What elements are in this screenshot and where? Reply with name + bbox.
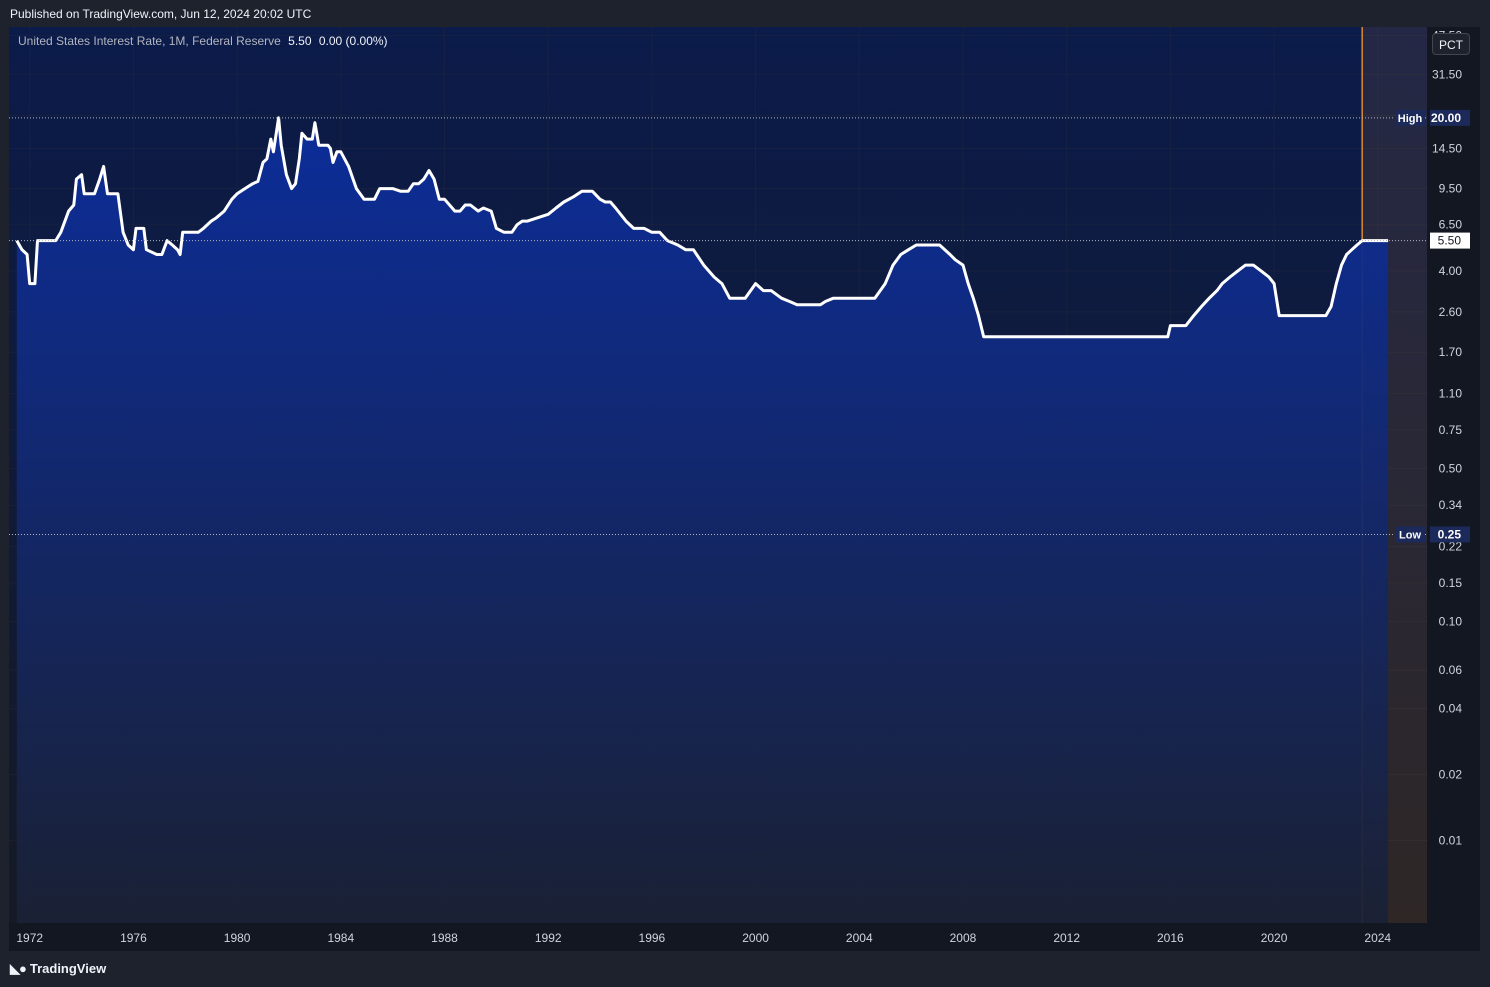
x-tick-label: 2008	[950, 931, 977, 945]
y-tick-label: 0.10	[1439, 615, 1463, 629]
y-tick-label: 0.15	[1439, 576, 1463, 590]
y-tick-label: 0.50	[1439, 462, 1463, 476]
x-tick-label: 2020	[1261, 931, 1288, 945]
level-value: 5.50	[1438, 234, 1462, 248]
footer-brand: ◣● TradingView	[10, 961, 106, 977]
level-label: Low	[1399, 529, 1421, 541]
x-tick-label: 2000	[742, 931, 769, 945]
chart-canvas[interactable]: 1972 1976 1980 1984 1988 1992 1996 2000 2004 2008…	[9, 27, 1480, 951]
level-value: 20.00	[1431, 111, 1461, 125]
y-tick-label: 0.04	[1439, 702, 1463, 716]
level-value-box	[1430, 109, 1470, 126]
y-tick-label: 0.22	[1439, 540, 1463, 554]
x-tick-label: 1984	[327, 931, 354, 945]
x-tick-label: 2004	[846, 931, 873, 945]
level-value-box	[1430, 526, 1470, 543]
x-tick-label: 1992	[535, 931, 562, 945]
y-tick-label: 0.01	[1439, 834, 1463, 848]
x-tick-label: 1996	[639, 931, 666, 945]
x-axis: 1972 1976 1980 1984 1988 1992 1996 2000 2004 2008…	[16, 931, 1391, 945]
y-tick-label: 14.50	[1432, 141, 1462, 155]
footer-brand-label: TradingView	[29, 961, 107, 976]
x-tick-label: 1976	[120, 931, 147, 945]
level-value: 0.25	[1438, 527, 1462, 541]
legend-title: United States Interest Rate, 1M, Federal…	[18, 34, 281, 48]
x-tick-label: 1988	[431, 931, 458, 945]
y-tick-label: 0.34	[1439, 498, 1463, 512]
y-axis: 47.5031.5020.5014.509.506.504.002.601.70…	[1432, 29, 1462, 848]
price-badges: High 20.00 Low 0.25 5.50	[1395, 109, 1470, 543]
published-caption: Published on TradingView.com, Jun 12, 20…	[10, 7, 312, 21]
y-tick-label: 4.00	[1439, 264, 1463, 278]
series-line	[15, 116, 1389, 339]
level-label-box	[1395, 526, 1425, 543]
level-value-box	[1430, 232, 1470, 249]
x-tick-label: 1980	[224, 931, 251, 945]
y-tick-label: 0.75	[1439, 423, 1463, 437]
x-tick-label: 1972	[16, 931, 43, 945]
y-tick-label: 2.60	[1439, 305, 1463, 319]
high-low-lines	[9, 117, 1427, 535]
legend-change: 0.00 (0.00%)	[318, 34, 388, 48]
y-tick-label: 6.50	[1439, 218, 1463, 232]
y-tick-label: 0.06	[1439, 663, 1463, 677]
y-tick-label: 1.10	[1439, 387, 1463, 401]
chart-legend: United States Interest Rate, 1M, Federal…	[18, 34, 388, 48]
y-tick-label: 1.70	[1439, 345, 1463, 359]
tradingview-logo-icon: ◣●	[10, 961, 27, 976]
series-area	[16, 117, 1389, 924]
legend-last-value: 5.50	[288, 34, 312, 48]
y-tick-label: 9.50	[1439, 182, 1463, 196]
level-label: High	[1398, 113, 1423, 125]
y-tick-label: 31.50	[1432, 68, 1462, 82]
y-tick-label: 0.02	[1439, 768, 1463, 782]
x-tick-label: 2012	[1053, 931, 1080, 945]
x-tick-label: 2024	[1364, 931, 1391, 945]
level-label-box	[1395, 109, 1425, 126]
x-tick-label: 2016	[1157, 931, 1184, 945]
scale-pct-button[interactable]: PCT	[1432, 33, 1470, 55]
